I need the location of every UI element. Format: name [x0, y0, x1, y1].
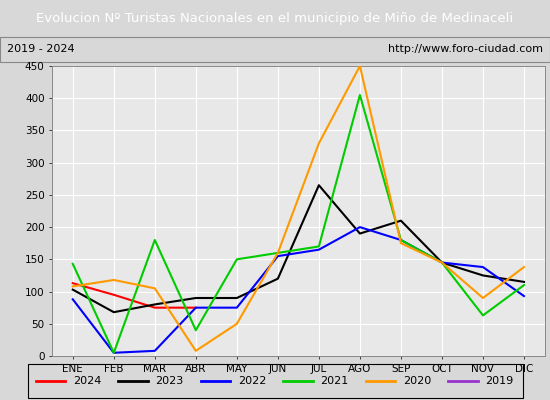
Text: 2023: 2023 — [155, 376, 184, 386]
Text: http://www.foro-ciudad.com: http://www.foro-ciudad.com — [388, 44, 543, 54]
Text: 2020: 2020 — [403, 376, 431, 386]
Text: 2022: 2022 — [238, 376, 266, 386]
Text: 2021: 2021 — [320, 376, 349, 386]
Text: Evolucion Nº Turistas Nacionales en el municipio de Miño de Medinaceli: Evolucion Nº Turistas Nacionales en el m… — [36, 12, 514, 25]
Text: 2019 - 2024: 2019 - 2024 — [7, 44, 74, 54]
Text: 2024: 2024 — [73, 376, 101, 386]
Text: 2019: 2019 — [485, 376, 514, 386]
